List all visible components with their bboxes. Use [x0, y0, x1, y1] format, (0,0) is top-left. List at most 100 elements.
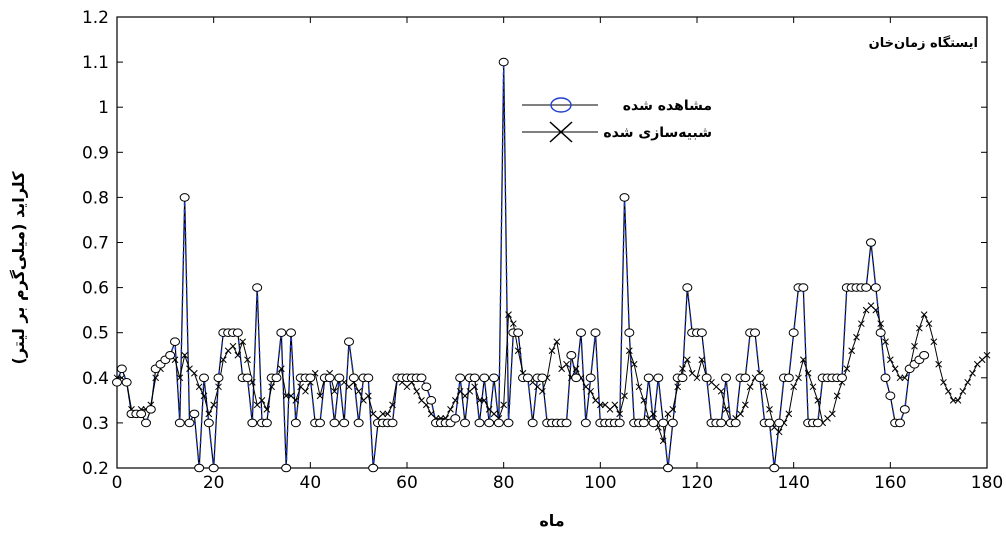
observed-point: [875, 328, 886, 338]
simulated-point: [804, 369, 812, 377]
simulated-point: [843, 365, 851, 373]
simulated-point: [621, 392, 628, 400]
observed-point: [619, 193, 630, 202]
observed-point: [658, 418, 669, 428]
observed-point: [783, 373, 794, 383]
observed-point: [489, 373, 499, 383]
observed-point: [203, 418, 214, 428]
observed-point: [837, 373, 847, 383]
observed-point: [653, 373, 664, 383]
observed-point: [576, 328, 586, 338]
observed-point: [721, 373, 731, 383]
observed-point: [503, 418, 514, 428]
simulated-point: [219, 356, 227, 364]
observed-point: [677, 373, 688, 383]
simulated-point: [596, 401, 604, 409]
simulated-point: [229, 342, 237, 350]
legend-marker-x: [549, 121, 573, 143]
observed-point: [145, 405, 156, 414]
observed-point: [271, 373, 282, 383]
legend-label-observed: مشاهده شده: [623, 98, 712, 114]
observed-point: [663, 463, 673, 473]
y-tick-label: 0.5: [82, 324, 109, 344]
legend: مشاهده شده شبیه‌سازی شده: [522, 97, 712, 143]
simulated-point: [853, 333, 860, 341]
simulated-point: [611, 401, 619, 409]
observed-point: [769, 463, 780, 473]
simulated-point: [471, 383, 479, 391]
simulated-point: [413, 387, 421, 395]
observed-point: [450, 414, 461, 423]
simulated-point: [331, 387, 338, 395]
simulated-point: [964, 378, 972, 386]
observed-point: [919, 350, 930, 360]
x-tick-label: 20: [203, 473, 225, 493]
observed-point: [522, 373, 533, 383]
simulated-point: [795, 374, 802, 382]
observed-point: [232, 328, 243, 338]
simulated-point: [379, 410, 387, 418]
simulated-point: [302, 387, 309, 395]
observed-point: [798, 283, 809, 292]
observed-point: [170, 337, 180, 347]
simulated-point: [263, 406, 271, 413]
simulated-point: [451, 396, 459, 404]
observed-point: [469, 373, 480, 383]
simulated-point: [244, 356, 251, 364]
observed-point: [426, 396, 437, 405]
y-tick-label: 1.1: [82, 53, 109, 73]
simulated-point: [268, 383, 276, 391]
x-tick-label: 100: [584, 473, 616, 493]
simulated-point: [152, 374, 160, 382]
series-layer: [112, 57, 991, 473]
simulated-point: [722, 406, 730, 413]
simulated-point: [737, 410, 744, 418]
simulated-point: [679, 365, 686, 373]
simulated-point: [848, 347, 856, 355]
x-tick-label: 140: [777, 473, 809, 493]
simulated-point: [505, 311, 512, 319]
simulated-point: [355, 387, 363, 395]
simulated-point: [514, 347, 522, 355]
legend-label-simulated: شبیه‌سازی شده: [603, 125, 712, 141]
simulated-point: [920, 311, 928, 319]
observed-point: [165, 350, 176, 360]
observed-point: [716, 418, 727, 428]
x-axis-label: ماه: [539, 511, 564, 530]
simulated-point: [983, 351, 991, 359]
simulated-point: [949, 396, 957, 404]
y-tick-label: 1.2: [82, 8, 109, 28]
simulated-point: [698, 356, 706, 364]
simulated-point: [239, 338, 247, 346]
y-axis: 0.2 0.3 0.4 0.5 0.6 0.7 0.8 0.9 1 1.1 1.2: [82, 8, 987, 479]
observed-point: [121, 378, 132, 387]
observed-point: [184, 418, 195, 428]
observed-point: [885, 391, 896, 401]
simulated-point: [790, 383, 798, 391]
observed-point: [571, 373, 582, 383]
observed-point: [648, 418, 659, 428]
simulated-point: [954, 396, 962, 404]
simulated-point: [674, 383, 682, 391]
observed-point: [368, 463, 379, 473]
y-tick-label: 0.6: [82, 279, 109, 299]
simulated-point: [176, 374, 184, 382]
simulated-point: [915, 324, 923, 332]
simulated-point: [659, 437, 667, 445]
observed-point: [899, 405, 910, 414]
observed-point: [561, 418, 572, 428]
simulated-point: [181, 351, 189, 359]
observed-point: [112, 378, 122, 387]
x-tick-label: 60: [396, 473, 418, 493]
simulated-point: [944, 387, 952, 395]
simulated-point: [563, 360, 570, 368]
simulated-point: [389, 401, 396, 409]
observed-point: [493, 418, 504, 428]
simulated-point: [384, 410, 392, 418]
simulated-point: [717, 387, 725, 395]
simulated-point: [277, 365, 285, 373]
observed-point: [460, 418, 470, 428]
observed-point: [474, 418, 485, 428]
simulated-point: [857, 320, 865, 328]
simulated-point: [282, 392, 290, 400]
